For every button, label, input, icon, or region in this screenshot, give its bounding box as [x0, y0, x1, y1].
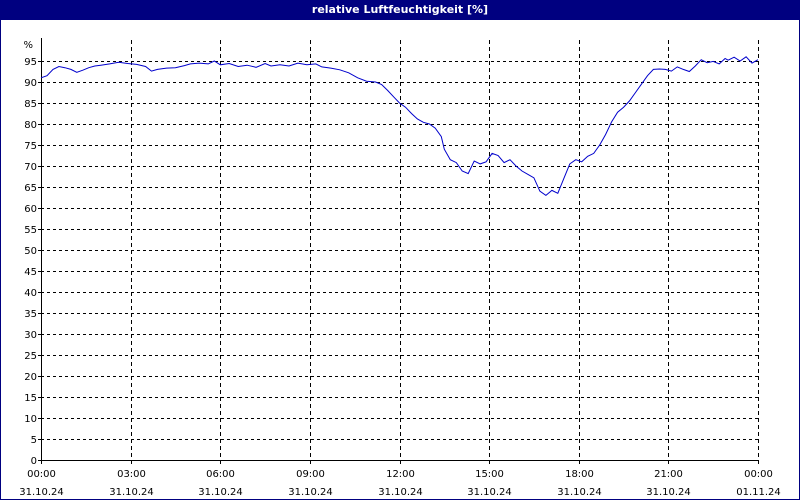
x-tick-date-label: 31.10.24: [378, 487, 423, 498]
y-tick-label: 30: [24, 330, 37, 341]
y-axis-unit-label: %: [23, 40, 33, 51]
x-tick-time-label: 15:00: [475, 469, 504, 480]
y-tick-label: 10: [24, 414, 37, 425]
chart-title: relative Luftfeuchtigkeit [%]: [311, 3, 489, 16]
x-tick-time-label: 00:00: [744, 469, 773, 480]
y-tick-label: 35: [24, 309, 37, 320]
title-bar: [0, 0, 800, 20]
y-tick-label: 75: [24, 141, 37, 152]
y-tick-label: 45: [24, 267, 37, 278]
x-tick-date-label: 31.10.24: [646, 487, 691, 498]
x-tick-date-label: 31.10.24: [19, 487, 64, 498]
x-tick-time-label: 06:00: [206, 469, 235, 480]
y-tick-label: 15: [24, 393, 37, 404]
axes: [38, 38, 759, 464]
y-tick-label: 80: [24, 120, 37, 131]
y-tick-label: 25: [24, 351, 37, 362]
x-tick-date-label: 31.10.24: [557, 487, 602, 498]
y-tick-label: 95: [24, 57, 37, 68]
x-tick-date-label: 01.11.24: [736, 487, 781, 498]
x-tick-date-label: 31.10.24: [288, 487, 333, 498]
y-tick-label: 40: [24, 288, 37, 299]
grid: [41, 40, 759, 460]
x-tick-date-label: 31.10.24: [198, 487, 243, 498]
x-tick-time-label: 21:00: [654, 469, 683, 480]
x-tick-time-label: 09:00: [296, 469, 325, 480]
x-tick-time-label: 03:00: [117, 469, 146, 480]
x-tick-date-label: 31.10.24: [109, 487, 154, 498]
y-tick-label: 70: [24, 162, 37, 173]
x-tick-time-label: 12:00: [386, 469, 415, 480]
y-tick-label: 5: [31, 435, 37, 446]
humidity-series-line: [40, 56, 759, 197]
x-tick-date-label: 31.10.24: [467, 487, 512, 498]
y-tick-label: 0: [31, 456, 37, 467]
y-tick-label: 90: [24, 78, 37, 89]
x-tick-time-label: 18:00: [565, 469, 594, 480]
y-tick-label: 55: [24, 225, 37, 236]
y-tick-label: 85: [24, 99, 37, 110]
y-tick-label: 65: [24, 183, 37, 194]
y-tick-label: 20: [24, 372, 37, 383]
x-tick-labels: 00:00 31.10.24 03:00 31.10.24 06:00 31.10.24 0…: [19, 469, 781, 498]
y-tick-labels: 0 5 10 15 20 25 30 35 40 45 50 55 60 65 70 75 80 85 90 95: [24, 57, 37, 467]
series-layer: [40, 56, 759, 197]
y-tick-label: 50: [24, 246, 37, 257]
x-tick-time-label: 00:00: [27, 469, 56, 480]
y-tick-label: 60: [24, 204, 37, 215]
